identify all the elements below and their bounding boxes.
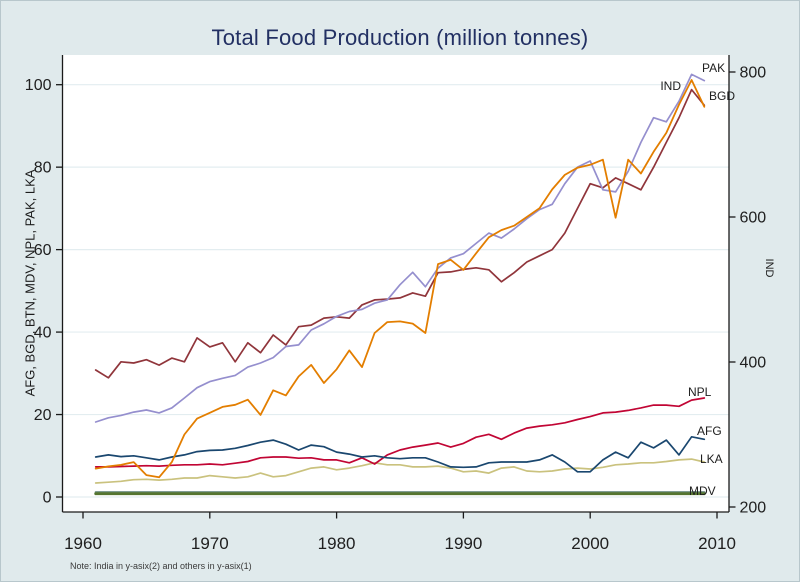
left-tick-label: 40 <box>34 325 52 342</box>
left-tick-label: 100 <box>25 77 52 94</box>
right-tick-label: 200 <box>740 500 767 517</box>
series-label-bgd: BGD <box>709 89 735 103</box>
x-tick-label: 1980 <box>318 534 356 553</box>
plot-area <box>62 55 729 512</box>
series-label-npl: NPL <box>688 385 712 399</box>
series-label-ind: IND <box>660 79 681 93</box>
left-tick-label: 20 <box>34 407 52 424</box>
chart-title: Total Food Production (million tonnes) <box>211 25 589 50</box>
x-tick-label: 2010 <box>698 534 736 553</box>
series-label-lka: LKA <box>700 452 723 466</box>
series-line-npl <box>94 397 706 468</box>
right-tick-label: 800 <box>740 65 767 82</box>
right-tick-label: 600 <box>740 210 767 227</box>
x-tick-label: 2000 <box>571 534 609 553</box>
x-tick-label: 1990 <box>444 534 482 553</box>
x-tick-label: 1970 <box>191 534 229 553</box>
note-text: Note: India in y-asix(2) and others in y… <box>70 561 252 571</box>
right-tick-label: 400 <box>740 355 767 372</box>
left-tick-label: 80 <box>34 160 52 177</box>
series-line-pak <box>94 73 706 423</box>
left-tick-label: 0 <box>43 490 52 507</box>
series-label-mdv: MDV <box>689 484 716 498</box>
series-line-afg <box>94 435 706 473</box>
series-line-lka <box>94 458 706 484</box>
left-tick-label: 60 <box>34 242 52 259</box>
x-tick-label: 1960 <box>64 534 102 553</box>
series-label-pak: PAK <box>702 61 725 75</box>
series-line-ind <box>94 79 706 479</box>
series-label-afg: AFG <box>697 424 722 438</box>
